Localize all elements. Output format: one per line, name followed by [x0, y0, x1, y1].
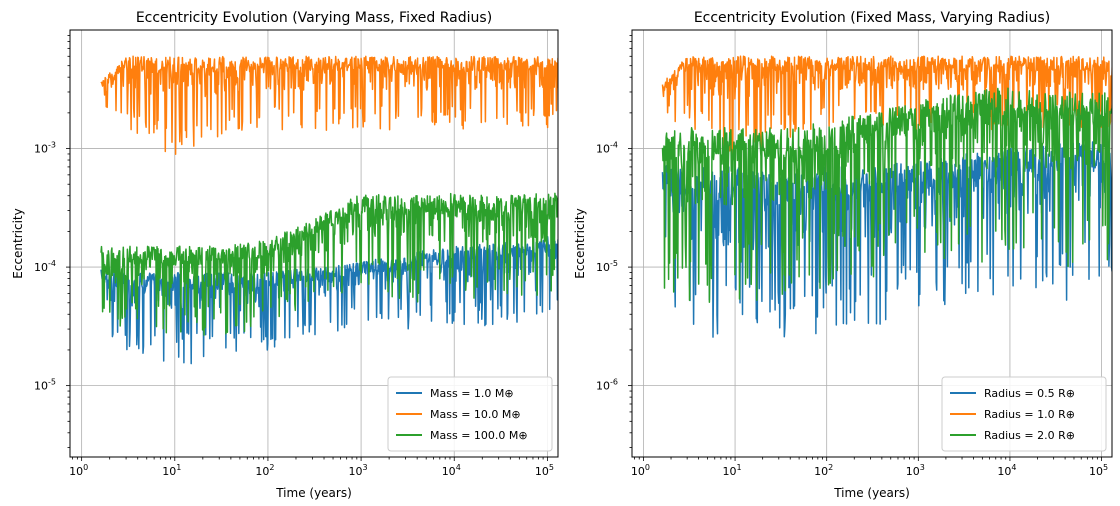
chart-title: Eccentricity Evolution (Fixed Mass, Vary… — [694, 10, 1050, 26]
x-axis-label: Time (years) — [275, 486, 352, 500]
legend-box — [387, 376, 553, 452]
series-line-2 — [100, 55, 558, 155]
x-tick-label: 101 — [723, 463, 742, 478]
series-group — [661, 55, 1112, 338]
legend-label: Radius = 2.0 R⊕ — [984, 429, 1075, 442]
y-tick-label: 10-3 — [34, 141, 56, 156]
legend: Mass = 1.0 M⊕ Mass = 10.0 M⊕ Mass = 100.0 … — [387, 376, 553, 452]
x-axis-label: Time (years) — [833, 486, 910, 500]
legend-label: Radius = 0.5 R⊕ — [984, 387, 1075, 400]
x-tick-label: 103 — [906, 463, 925, 478]
legend-label: Radius = 1.0 R⊕ — [984, 408, 1075, 421]
y-tick-label: 10-6 — [596, 378, 618, 393]
panel-2: 100 101 102 103 104 105 10-6 10-5 10-4 Eccentrici… — [573, 10, 1113, 500]
legend-box — [941, 376, 1107, 452]
series-line-3 — [100, 192, 558, 336]
legend-label: Mass = 100.0 M⊕ — [430, 429, 528, 442]
legend-label: Mass = 10.0 M⊕ — [430, 408, 521, 421]
series-line-2 — [661, 55, 1112, 159]
x-tick-label: 104 — [442, 463, 461, 478]
y-tick-label: 10-5 — [34, 378, 56, 393]
series-line-3 — [661, 87, 1112, 304]
x-tick-label: 102 — [814, 463, 833, 478]
y-tick-label: 10-4 — [596, 141, 618, 156]
panel-1: 100 101 102 103 104 105 10-5 10-4 10-3 Eccentrici… — [11, 10, 559, 500]
y-axis-label: Eccentricity — [11, 208, 25, 278]
x-tick-label: 104 — [997, 463, 1016, 478]
legend: Radius = 0.5 R⊕ Radius = 1.0 R⊕ Radius = 2… — [941, 376, 1107, 452]
axes-frame — [69, 29, 559, 458]
y-tick-label: 10-4 — [34, 259, 56, 274]
x-tick-label: 105 — [1089, 463, 1108, 478]
y-tick-label: 10-5 — [596, 259, 618, 274]
y-axis-label: Eccentricity — [573, 208, 587, 278]
x-tick-label: 101 — [162, 463, 181, 478]
x-tick-label: 103 — [349, 463, 368, 478]
x-tick-label: 100 — [631, 463, 650, 478]
x-tick-label: 100 — [69, 463, 88, 478]
series-group — [100, 55, 558, 365]
axes-frame — [631, 29, 1113, 458]
legend-label: Mass = 1.0 M⊕ — [430, 387, 514, 400]
x-tick-label: 105 — [535, 463, 554, 478]
x-tick-label: 102 — [255, 463, 274, 478]
chart-title: Eccentricity Evolution (Varying Mass, Fi… — [136, 10, 492, 26]
